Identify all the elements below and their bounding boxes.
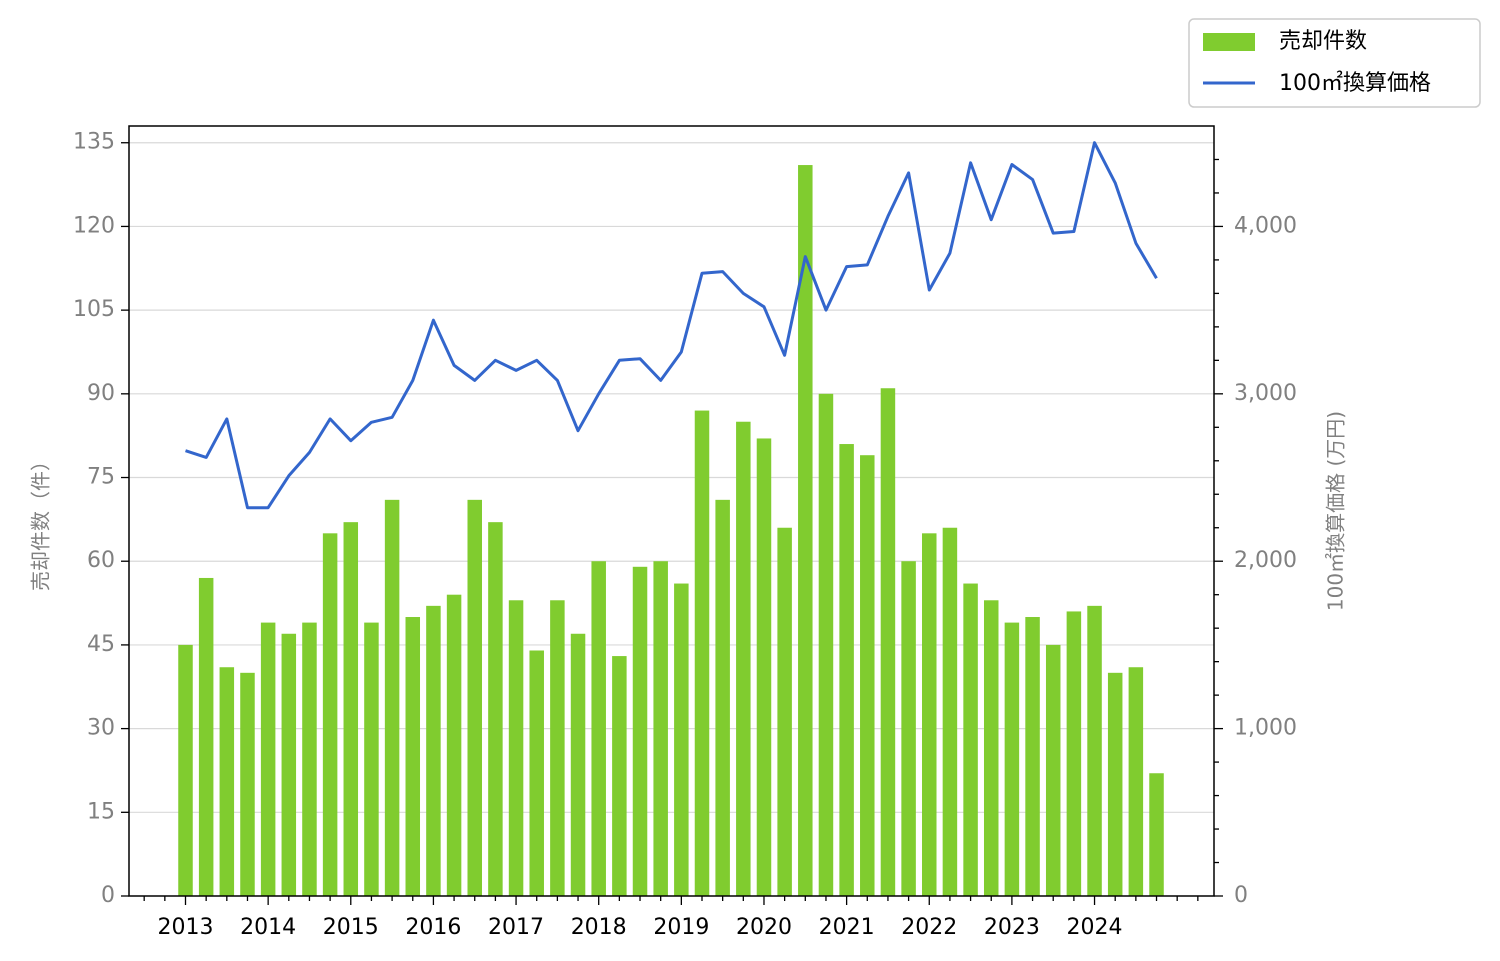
legend-label-line: 100㎡換算価格 <box>1279 70 1431 96</box>
bar <box>281 633 297 896</box>
x-tick-label: 2021 <box>819 915 875 940</box>
left-axis: 0 15 30 45 60 75 90 105 120 135 <box>73 130 129 908</box>
bar <box>240 672 255 896</box>
left-tick-label: 120 <box>73 213 115 238</box>
bar <box>364 622 379 896</box>
right-axis: 0 1,000 2,000 3,000 4,000 <box>1214 158 1297 908</box>
right-tick-label: 3,000 <box>1234 381 1297 406</box>
bar <box>302 622 317 896</box>
x-tick-label: 2023 <box>984 915 1040 940</box>
bar <box>405 617 421 896</box>
right-axis-title: 100㎡換算価格 (万円) <box>1324 411 1348 611</box>
bar <box>343 522 359 896</box>
bar <box>550 600 565 896</box>
bar <box>839 444 854 896</box>
bar <box>508 600 524 896</box>
bar <box>529 650 544 896</box>
x-tick-label: 2014 <box>240 915 296 940</box>
bar <box>674 583 689 896</box>
bar <box>322 533 338 896</box>
bar <box>942 527 958 896</box>
x-tick-label: 2019 <box>653 915 709 940</box>
left-tick-label: 90 <box>87 381 115 406</box>
bar <box>653 561 668 896</box>
bar <box>612 656 627 896</box>
bar <box>1045 644 1061 896</box>
bar <box>798 165 813 896</box>
x-tick-label: 2013 <box>158 915 214 940</box>
bar <box>963 583 978 896</box>
legend-box <box>1188 18 1481 108</box>
left-tick-label: 105 <box>73 297 115 322</box>
bar <box>178 644 193 896</box>
left-tick-label: 135 <box>73 130 115 155</box>
right-tick-label: 2,000 <box>1234 548 1297 573</box>
x-tick-label: 2016 <box>405 915 461 940</box>
bar <box>818 393 834 896</box>
line-series <box>185 141 1158 510</box>
bar <box>260 622 276 896</box>
bar <box>1087 605 1102 896</box>
x-tick-label: 2024 <box>1067 915 1123 940</box>
bar <box>384 499 400 896</box>
legend: 売却件数 100㎡換算価格 <box>1188 18 1481 108</box>
bar <box>570 633 586 896</box>
x-axis: 2013 2014 2015 2016 2017 2018 2019 2020 2021 2022… <box>143 896 1199 940</box>
bar <box>777 527 792 896</box>
bar <box>901 561 916 896</box>
left-tick-label: 60 <box>87 548 115 573</box>
plot-frame <box>128 125 1215 897</box>
x-tick-label: 2018 <box>571 915 627 940</box>
bar <box>694 410 710 896</box>
right-tick-label: 4,000 <box>1234 213 1297 238</box>
x-tick-label: 2015 <box>323 915 379 940</box>
left-tick-label: 75 <box>87 465 115 490</box>
left-tick-label: 30 <box>87 716 115 741</box>
legend-bar-swatch <box>1203 33 1255 51</box>
left-tick-label: 45 <box>87 632 115 657</box>
left-axis-title: 売却件数（件） <box>29 451 53 591</box>
bar <box>1025 617 1040 896</box>
left-tick-label: 0 <box>101 883 115 908</box>
bar <box>198 577 214 896</box>
left-tick-label: 15 <box>87 799 115 824</box>
x-tick-label: 2017 <box>488 915 544 940</box>
bar <box>1149 773 1164 896</box>
bar <box>446 594 462 896</box>
bar <box>467 499 482 896</box>
bar <box>1107 672 1123 896</box>
bar <box>736 421 751 896</box>
bar <box>488 522 503 896</box>
bar <box>860 455 875 896</box>
price-line <box>185 141 1158 510</box>
bar <box>715 499 730 896</box>
bar <box>591 561 606 896</box>
bar <box>1004 622 1020 896</box>
legend-label-bars: 売却件数 <box>1279 29 1367 54</box>
right-tick-label: 1,000 <box>1234 716 1297 741</box>
bar <box>983 600 999 896</box>
x-tick-label: 2020 <box>736 915 792 940</box>
bar <box>756 438 772 896</box>
bar <box>1066 611 1082 896</box>
x-tick-label: 2022 <box>901 915 957 940</box>
bar <box>426 605 441 896</box>
bar <box>922 533 937 896</box>
bar <box>1128 667 1144 896</box>
bar <box>880 388 896 896</box>
bar-series <box>178 165 1164 896</box>
right-tick-label: 0 <box>1234 883 1248 908</box>
bar <box>632 566 648 896</box>
bar <box>219 667 235 896</box>
